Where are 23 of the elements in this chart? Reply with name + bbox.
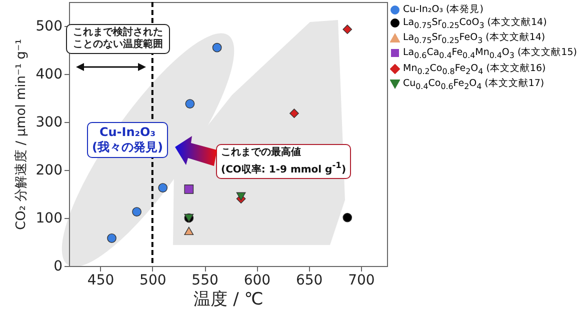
legend-label: La$_{0.75}$Sr$_{0.25}$CoO$_{3}$ (本文文献14) xyxy=(403,16,547,32)
annotation: Cu-In₂O₃ (我々の発見) xyxy=(87,122,168,158)
legend-label: La$_{0.75}$Sr$_{0.25}$FeO$_{3}$ (本文文献14) xyxy=(403,32,546,47)
x-tick-label: 700 xyxy=(348,272,375,288)
annotation: これまで検討されたことのない温度範囲 xyxy=(66,24,170,54)
text: Cu$_{0.4}$Co$_{0.6}$Fe$_{2}$O$_{4}$ (本文文献17) xyxy=(403,78,544,91)
y-tick-label: 100 xyxy=(36,210,62,226)
text: Mn$_{0.2}$Co$_{0.8}$Fe$_{2}$O$_{4}$ (本文文献16) xyxy=(403,62,546,76)
x-tick-label: 550 xyxy=(192,272,218,288)
y-tick-label: 500 xyxy=(36,18,62,34)
text: La$_{0.6}$Ca$_{0.4}$Fe$_{0.4}$Mn$_{0.4}$O$_{3}$ (本文文献15) xyxy=(403,47,577,60)
x-axis-title: 温度 / ℃ xyxy=(194,290,264,310)
y-tick-label: 0 xyxy=(54,258,62,274)
y-axis-title: CO₂ 分解速度 / μmol min⁻¹ g⁻¹ xyxy=(12,39,29,230)
x-tick-label: 450 xyxy=(87,272,114,288)
y-tick-label: 300 xyxy=(36,114,62,130)
y-tick-label: 200 xyxy=(36,162,62,178)
legend-label: Cu-In₂O₃ (本発見) xyxy=(403,4,484,16)
annotation: これまでの最高値 (CO収率: 1-9 mmol g$^{-1}$) xyxy=(216,144,352,180)
y-tick-label: 400 xyxy=(36,66,62,82)
x-tick-label: 500 xyxy=(140,272,166,288)
x-tick-label: 600 xyxy=(244,272,271,288)
x-tick-label: 650 xyxy=(296,272,323,288)
